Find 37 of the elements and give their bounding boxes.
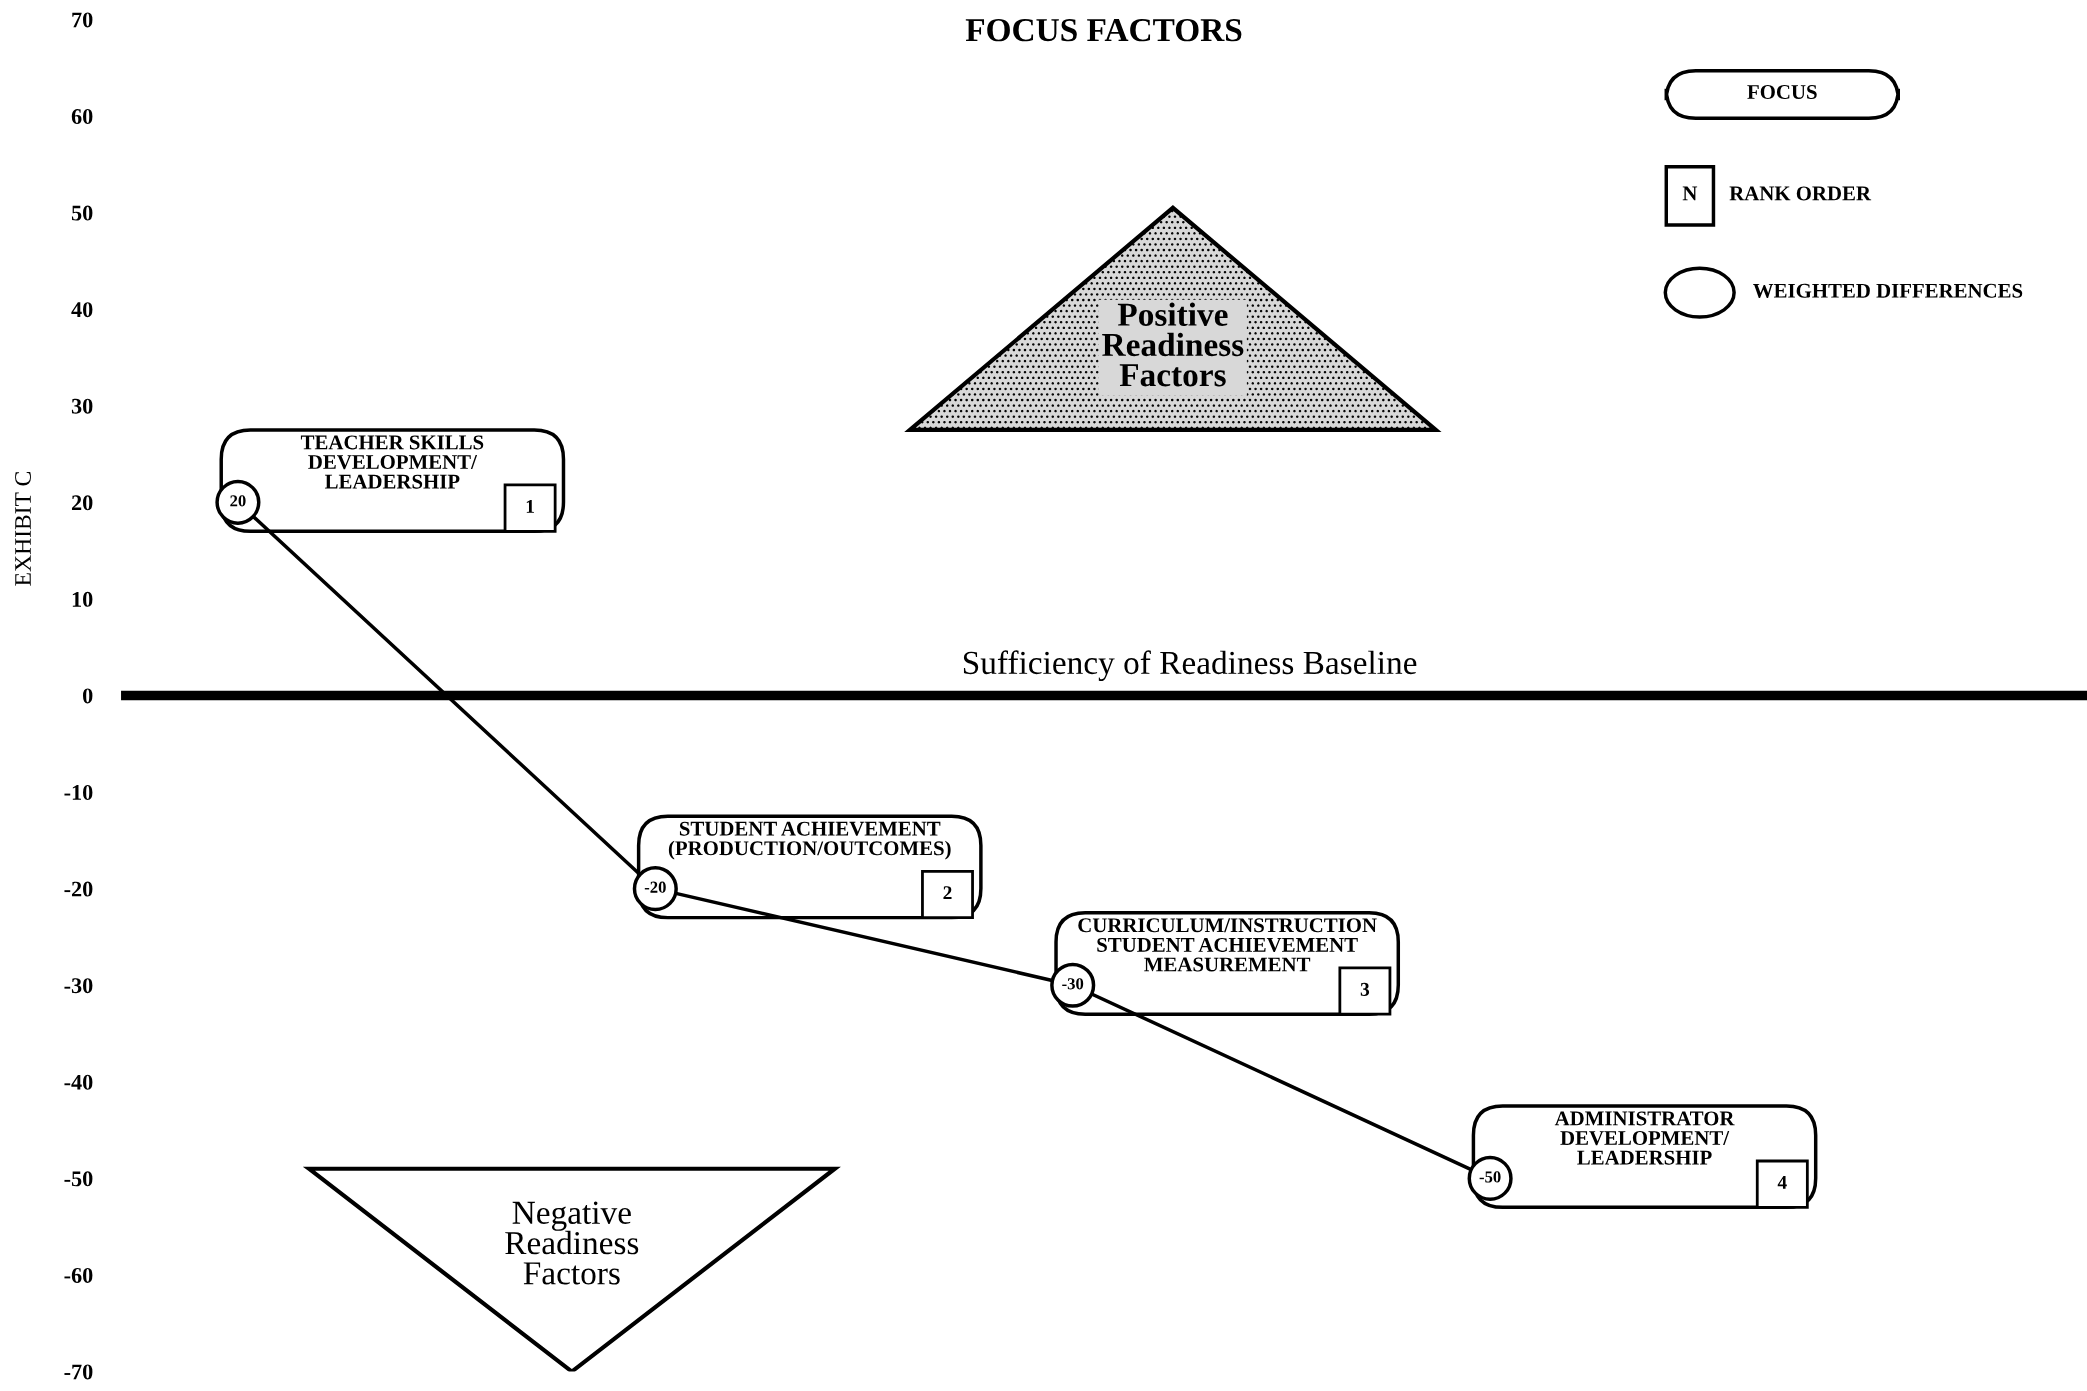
annotation: N	[1682, 186, 1698, 201]
annotation: 1	[526, 499, 534, 513]
x-tick-label: ADMINISTRATOR DEVELOPMENT/ LEADERSHIP	[1554, 1111, 1735, 1165]
y-tick-label: 40	[71, 302, 93, 318]
data-label: 20	[230, 495, 246, 507]
x-tick-label: TEACHER SKILLS DEVELOPMENT/ LEADERSHIP	[300, 435, 484, 489]
text: FOCUS	[1747, 85, 1817, 100]
y-tick-label: -20	[64, 881, 93, 897]
y-tick-label: -50	[64, 1171, 93, 1187]
y-tick-label: -40	[64, 1074, 93, 1090]
y-tick-label: -30	[64, 978, 93, 994]
annotation: 3	[1360, 982, 1370, 996]
data-label: -20	[644, 881, 666, 893]
y-tick-label: 50	[71, 205, 93, 221]
y-tick-label: 10	[72, 591, 93, 607]
y-axis-title: EXHIBIT C	[15, 472, 31, 586]
chart-title: FOCUS FACTORS	[965, 18, 1242, 42]
x-tick-label: STUDENT ACHIEVEMENT (PRODUCTION/OUTCOMES)	[668, 821, 951, 860]
y-tick-label: 60	[71, 108, 93, 124]
text: 4	[1777, 1176, 1787, 1189]
point	[215, 479, 261, 525]
annotation: 2	[943, 886, 952, 900]
y-tick-label: -70	[64, 1364, 93, 1380]
text: RANK ORDER	[1729, 186, 1872, 201]
y-tick-label: 0	[83, 688, 93, 704]
y-tick-label: -10	[64, 785, 93, 800]
data-label: -30	[1062, 978, 1084, 990]
y-tick-label: 20	[71, 495, 93, 511]
x-tick-label: CURRICULUM/INSTRUCTION STUDENT ACHIEVEMENT MEASUREMENT	[1078, 918, 1377, 972]
text: WEIGHTED DIFFERENCES	[1753, 283, 2023, 298]
data-label: -50	[1479, 1171, 1501, 1183]
y-tick-label: -60	[64, 1267, 93, 1283]
annotation: Negative Readiness Factors	[505, 1201, 639, 1285]
y-tick-label: 30	[71, 398, 93, 414]
y-tick-label: 70	[72, 12, 93, 28]
ref-line-label: Sufficiency of Readiness Baseline	[963, 650, 1417, 682]
annotation: Positive Readiness Factors	[1102, 302, 1244, 387]
